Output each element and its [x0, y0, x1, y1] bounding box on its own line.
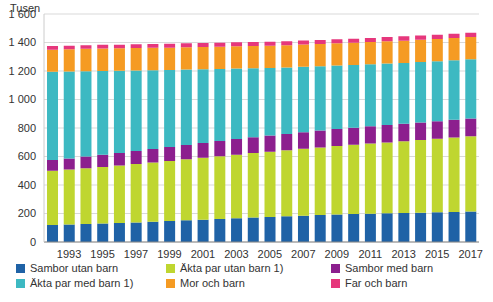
svg-text:2007: 2007 — [291, 248, 315, 260]
svg-text:1 200: 1 200 — [8, 65, 36, 77]
svg-text:2013: 2013 — [391, 248, 415, 260]
svg-text:1995: 1995 — [90, 248, 114, 260]
svg-text:800: 800 — [18, 122, 36, 134]
svg-text:1 400: 1 400 — [8, 36, 36, 48]
svg-text:2005: 2005 — [258, 248, 282, 260]
svg-text:2017: 2017 — [458, 248, 482, 260]
svg-text:2003: 2003 — [224, 248, 248, 260]
svg-text:1 600: 1 600 — [8, 8, 36, 20]
svg-text:2001: 2001 — [191, 248, 215, 260]
svg-text:1999: 1999 — [157, 248, 181, 260]
svg-text:0: 0 — [30, 236, 36, 248]
svg-text:2011: 2011 — [358, 248, 382, 260]
svg-text:1 000: 1 000 — [8, 93, 36, 105]
svg-text:400: 400 — [18, 179, 36, 191]
svg-text:2009: 2009 — [325, 248, 349, 260]
svg-text:200: 200 — [18, 207, 36, 219]
svg-text:600: 600 — [18, 150, 36, 162]
svg-text:2015: 2015 — [425, 248, 449, 260]
svg-text:1997: 1997 — [124, 248, 148, 260]
svg-text:1993: 1993 — [57, 248, 81, 260]
